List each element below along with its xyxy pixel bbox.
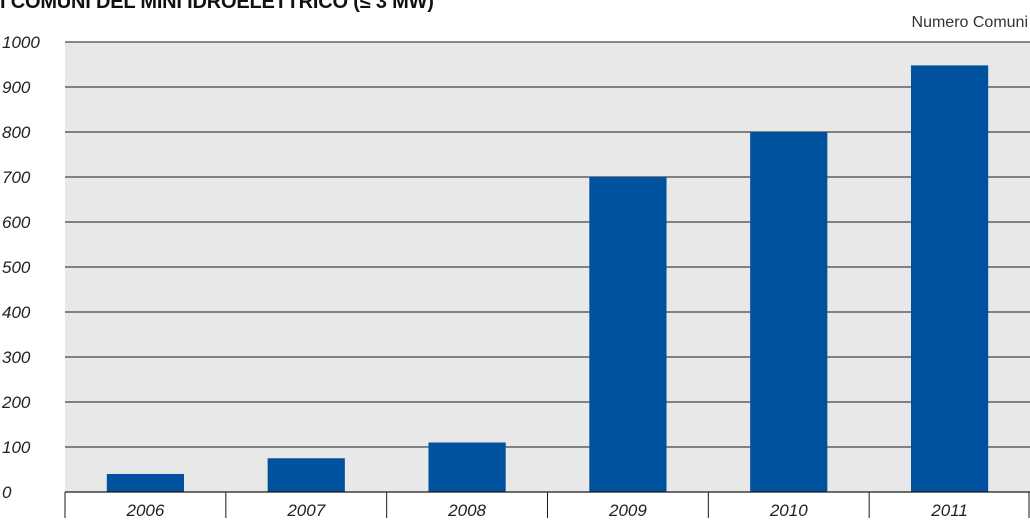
bar-2006: [106, 474, 185, 492]
y-tick-label: 200: [1, 393, 31, 412]
y-axis-unit-label: Numero Comuni: [911, 14, 1028, 31]
y-axis-ticks: 0 100 200 300 400 500 600 700 800 900 1000: [1, 33, 40, 502]
y-tick-label: 1000: [2, 33, 40, 52]
chart-title: I COMUNI DEL MINI IDROELETTRICO (≤ 3 MW): [0, 0, 434, 13]
x-tick-label: 2010: [769, 501, 808, 520]
bars: [106, 65, 989, 493]
y-tick-label: 600: [2, 213, 31, 232]
y-tick-label: 800: [2, 123, 31, 142]
x-tick-label: 2008: [447, 501, 486, 520]
y-tick-label: 500: [2, 258, 31, 277]
gridlines: [65, 41, 1030, 493]
x-tick-label: 2006: [126, 501, 165, 520]
y-tick-label: 700: [2, 168, 31, 187]
y-tick-label: 900: [2, 78, 31, 97]
x-axis: 2006 2007 2008 2009 2010 2011: [64, 491, 1030, 520]
y-tick-label: 400: [2, 303, 31, 322]
bar-2007: [267, 458, 345, 492]
x-tick-label: 2007: [286, 501, 325, 520]
bar-2011: [910, 65, 989, 493]
bar-2010: [750, 132, 828, 492]
y-tick-label: 0: [2, 483, 12, 502]
bar-2008: [428, 442, 506, 492]
y-tick-label: 300: [2, 348, 31, 367]
y-tick-label: 100: [2, 438, 31, 457]
bar-2009: [589, 177, 667, 492]
x-tick-label: 2009: [608, 501, 647, 520]
x-tick-label: 2011: [930, 501, 968, 520]
